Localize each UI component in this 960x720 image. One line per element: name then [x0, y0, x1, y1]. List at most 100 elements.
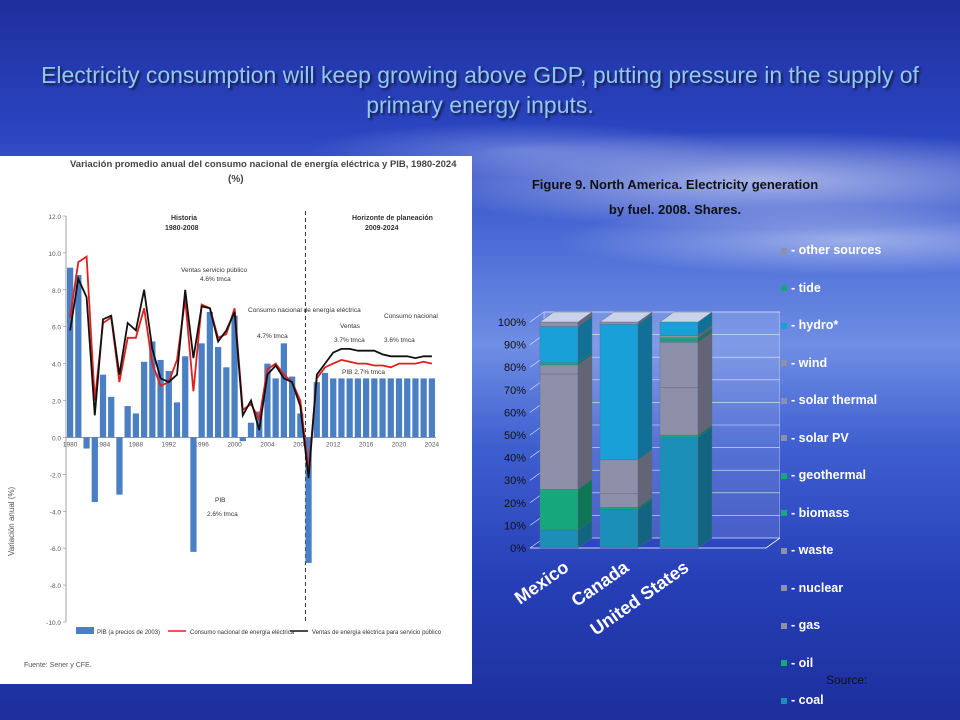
na-legend-swatch — [781, 547, 787, 554]
na-legend-swatch — [781, 247, 787, 254]
na-plot-area: 100%90%80%70%60%50%40%30%20%10%0%MexicoC… — [498, 311, 780, 639]
mex-x-tick-label: 2008 — [293, 441, 308, 448]
mex-x-tick-label: 1980 — [63, 441, 78, 448]
na-bar-segment — [659, 321, 699, 336]
annot-ventas-plan-rate: 3.7% tmca — [334, 337, 365, 344]
na-legend-label: - gas — [791, 618, 821, 632]
pib-bar — [198, 343, 205, 438]
mexico-consumption-figure: Variación promedio anual del consumo nac… — [0, 156, 472, 684]
pib-bar — [272, 378, 279, 438]
annot-consumo-hist-rate: 4.7% tmca — [257, 333, 288, 340]
na-legend-item: - other sources — [781, 243, 881, 257]
na-legend-label: - solar PV — [791, 430, 849, 445]
na-category-label: Mexico — [511, 557, 572, 608]
na-bar-top — [659, 311, 713, 323]
pib-bar — [346, 378, 353, 438]
na-legend-label: - nuclear — [791, 580, 844, 595]
mex-chart-title: Variación promedio anual del consumo nac… — [70, 159, 457, 170]
pib-bar — [132, 413, 140, 438]
mex-source: Fuente: Sener y CFE. — [24, 662, 92, 669]
annot-pib-hist-rate: 2.6% tmca — [207, 511, 238, 518]
pib-bar — [173, 402, 181, 438]
pib-bar — [206, 311, 214, 438]
na-legend-item: - tide — [781, 281, 821, 295]
legend-consumo-label: Consumo nacional de energía eléctrica — [190, 630, 295, 636]
na-legend-swatch — [781, 435, 787, 442]
na-y-tick-label: 100% — [498, 317, 526, 329]
na-y-tick-label: 70% — [504, 385, 526, 397]
mex-y-tick-label: 2.0 — [52, 399, 61, 406]
na-bar-segment — [659, 387, 699, 436]
pib-bar — [66, 267, 74, 438]
annot-historia: Historia — [171, 215, 197, 222]
na-bar-segment — [659, 337, 699, 341]
mex-y-tick-label: 4.0 — [52, 362, 61, 369]
pib-bar — [157, 359, 164, 438]
na-legend-label: - oil — [791, 655, 814, 670]
na-y-tick-label: 20% — [504, 498, 526, 510]
na-bar-segment — [539, 326, 579, 363]
mex-x-tick-label: 1996 — [194, 441, 209, 448]
mex-y-tick-label: 8.0 — [52, 288, 61, 295]
na-legend-swatch — [781, 697, 787, 704]
na-legend-label: - biomass — [791, 505, 850, 520]
na-bar-segment — [599, 509, 639, 549]
pib-bar — [420, 378, 427, 438]
na-legend-item: - oil — [781, 656, 813, 670]
pib-bar — [75, 275, 82, 438]
na-chart-title: Figure 9. North America. Electricity gen… — [531, 177, 819, 192]
mex-x-tick-label: 2004 — [260, 441, 275, 448]
pib-bar — [362, 378, 370, 438]
na-legend-swatch — [781, 622, 787, 629]
na-legend-label: - solar thermal — [791, 393, 878, 407]
slide-title: Electricity consumption will keep growin… — [41, 62, 919, 118]
na-bar-segment — [599, 493, 639, 508]
na-legend-swatch — [781, 397, 787, 404]
mex-x-tick-label: 1992 — [162, 441, 177, 448]
na-bar-segment — [539, 321, 579, 327]
pib-bar — [354, 378, 362, 438]
na-generation-chart: 100%90%80%70%60%50%40%30%20%10%0%MexicoC… — [498, 311, 780, 639]
mex-x-tick-label: 2012 — [326, 441, 341, 448]
na-legend-item: - wind — [781, 356, 827, 370]
na-legend-swatch — [781, 285, 787, 292]
pib-bar — [190, 437, 197, 552]
na-legend-swatch — [781, 660, 787, 667]
pib-bar — [297, 413, 304, 438]
mex-y-tick-label: 0.0 — [52, 435, 61, 442]
mex-x-tick-label: 1984 — [96, 441, 111, 448]
na-bar-top — [599, 311, 653, 323]
na-legend-swatch — [781, 360, 787, 367]
na-bar-segment — [539, 529, 579, 549]
mex-legend: PIB (a precios de 2003) Consumo nacional… — [76, 627, 442, 636]
na-bar-top — [539, 311, 593, 323]
pib-bar — [404, 378, 411, 438]
na-bar-segment — [599, 324, 639, 461]
na-legend-label: - waste — [791, 543, 834, 557]
na-y-tick-label: 40% — [504, 453, 526, 465]
na-legend-label: - wind — [791, 355, 828, 370]
pib-bar — [124, 406, 131, 438]
mex-y-tick-label: 6.0 — [52, 325, 61, 332]
mex-y-axis-label: Variación anual (%) — [7, 486, 16, 556]
na-bar-segment — [659, 342, 699, 388]
pib-bar — [247, 422, 255, 438]
legend-ventas-label: Ventas de energía eléctrica para servici… — [312, 630, 442, 636]
pib-bar — [288, 376, 296, 438]
annot-consumo-hist: Consumo nacional de energía eléctrica — [248, 307, 361, 314]
na-chart-subtitle: by fuel. 2008. Shares. — [608, 202, 742, 217]
consumo-line — [69, 254, 433, 471]
pib-bar — [387, 378, 394, 438]
mex-y-tick-label: -4.0 — [50, 509, 62, 516]
na-y-tick-label: 80% — [504, 362, 526, 374]
pib-bar — [305, 437, 312, 563]
annot-consumo-plan-rate: 3.6% tmca — [384, 337, 415, 344]
pib-bar — [91, 437, 98, 503]
pib-bar — [280, 343, 288, 438]
mex-chart-subtitle: (%) — [228, 174, 244, 185]
mex-y-tick-label: -10.0 — [46, 620, 61, 627]
annot-consumo-plan: Consumo nacional — [384, 313, 438, 320]
mex-x-tick-label: 2020 — [392, 441, 407, 448]
pib-bar — [313, 382, 320, 438]
mex-y-tick-label: -8.0 — [50, 583, 62, 590]
